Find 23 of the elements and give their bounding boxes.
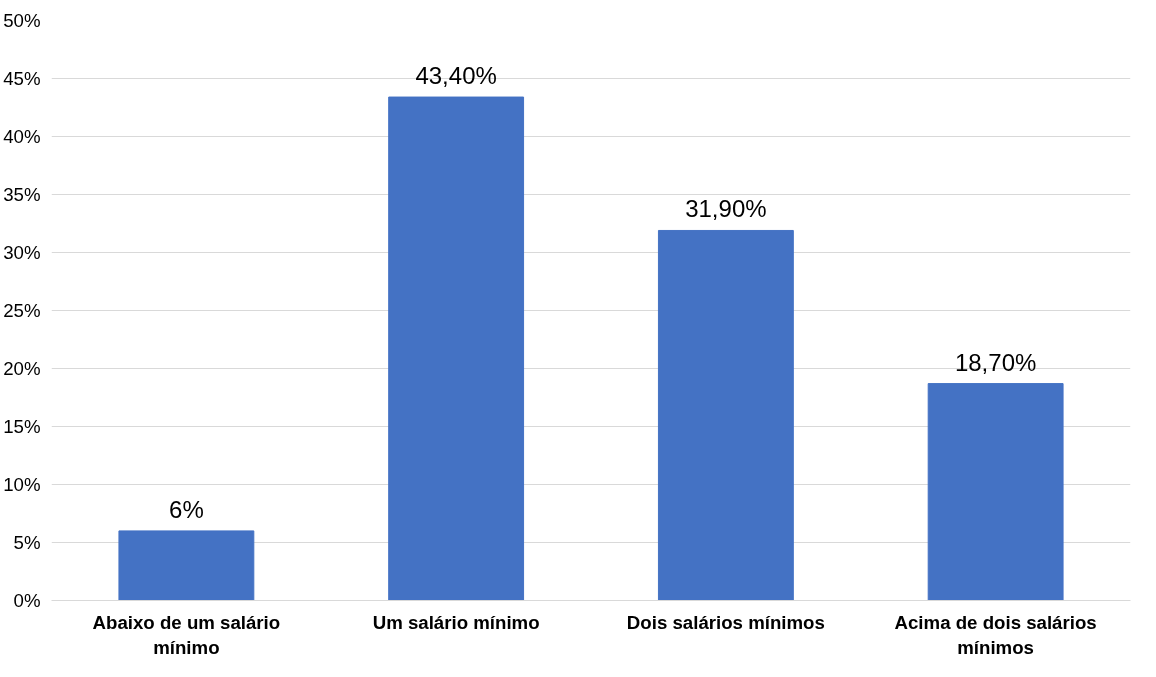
y-tick-label: 20% [3, 358, 41, 379]
y-tick-label: 10% [3, 474, 41, 495]
y-tick-label: 40% [3, 126, 41, 147]
y-tick-label: 45% [3, 68, 41, 89]
data-label: 18,70% [954, 348, 1037, 376]
x-tick-label: Um salário mínimo [372, 611, 540, 633]
y-tick-label: 25% [3, 300, 41, 321]
y-tick-label: 35% [3, 184, 41, 205]
x-tick-label: Acima de dois salários mínimos [894, 611, 1097, 658]
x-tick-label: Dois salários mínimos [626, 611, 825, 633]
x-tick-label: Abaixo de um salário mínimo [92, 611, 281, 658]
y-tick-label: 15% [3, 416, 41, 437]
y-tick-label: 30% [3, 242, 41, 263]
data-label: 43,40% [415, 62, 497, 90]
bar [927, 383, 1064, 601]
data-label: 31,90% [685, 195, 767, 223]
y-tick-label: 5% [13, 532, 41, 553]
data-label: 6% [169, 495, 204, 523]
bar [388, 96, 525, 601]
y-tick-label: 50% [3, 10, 41, 31]
bar [118, 530, 255, 601]
y-tick-label: 0% [13, 590, 41, 611]
bar [657, 229, 794, 601]
